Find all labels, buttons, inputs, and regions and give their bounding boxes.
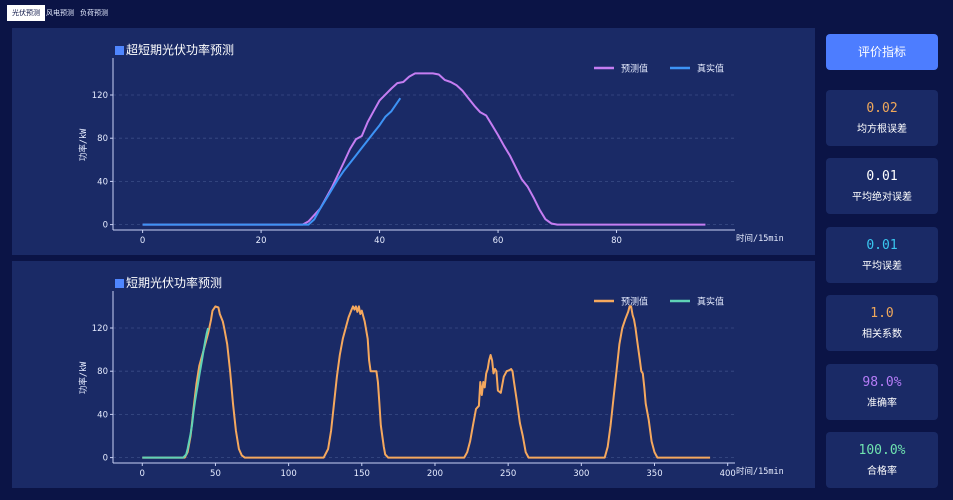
ultra-short-term-chart: 0 40 80 120 0 20 40 60 80 时间/15min 功率/kW 预测值 真实值: [78, 58, 784, 246]
x-tick-label: 300: [573, 469, 589, 479]
tab-pv-forecast[interactable]: 光伏预测: [7, 5, 45, 21]
title-marker-icon: [115, 279, 124, 288]
metric-value: 0.01: [866, 238, 898, 253]
y-axis-label: 功率/kW: [78, 128, 89, 161]
x-tick-label: 350: [646, 469, 662, 479]
ultra-short-term-chart-panel: 0 40 80 120 0 20 40 60 80 时间/15min 功率/kW 预测值 真实值 超短期…: [12, 28, 815, 255]
x-tick-label: 50: [210, 469, 221, 479]
x-tick-label: 20: [256, 236, 267, 246]
title-marker-icon: [115, 46, 124, 55]
chart-title-ultra-short: 超短期光伏功率预测: [115, 41, 234, 58]
chart-title-short: 短期光伏功率预测: [115, 274, 222, 291]
metric-card-rmse: 0.02 均方根误差: [826, 90, 938, 146]
legend-label: 预测值: [621, 63, 648, 75]
y-tick-label: 40: [97, 410, 108, 420]
short-term-chart: 0 40 80 120 0 50 100 150 200 250 300 350 400 时间/15min…: [78, 291, 784, 479]
legend-label: 真实值: [697, 296, 724, 308]
x-tick-label: 80: [611, 236, 622, 246]
chart-title-text: 短期光伏功率预测: [126, 276, 223, 290]
chart-title-text: 超短期光伏功率预测: [126, 43, 235, 57]
y-tick-label: 120: [92, 324, 108, 334]
x-tick-label: 60: [493, 236, 504, 246]
metric-value: 100.0%: [858, 443, 906, 458]
y-tick-label: 0: [103, 221, 108, 231]
metric-card-pass-rate: 100.0% 合格率: [826, 432, 938, 488]
y-tick-label: 0: [103, 454, 108, 464]
metric-label: 平均绝对误差: [852, 192, 912, 203]
short-term-chart-panel: 0 40 80 120 0 50 100 150 200 250 300 350 400 时间/15min…: [12, 261, 815, 488]
top-tab-bar: 光伏预测 风电预测 负荷预测: [0, 0, 953, 27]
x-tick-label: 40: [374, 236, 385, 246]
series-line-predicted: [142, 72, 706, 226]
metric-card-accuracy: 98.0% 准确率: [826, 364, 938, 420]
y-tick-label: 40: [97, 177, 108, 187]
metric-value: 98.0%: [862, 375, 902, 390]
metric-value: 0.02: [866, 101, 898, 116]
metric-card-mean-error: 0.01 平均误差: [826, 227, 938, 283]
metric-label: 合格率: [867, 466, 897, 477]
metric-card-correlation: 1.0 相关系数: [826, 295, 938, 351]
series-line-actual: [142, 97, 402, 226]
x-tick-label: 150: [354, 469, 370, 479]
legend-label: 真实值: [697, 63, 724, 75]
metric-card-mae: 0.01 平均绝对误差: [826, 158, 938, 214]
tab-load-forecast[interactable]: 负荷预测: [80, 9, 108, 17]
x-axis-label: 时间/15min: [736, 233, 784, 244]
x-tick-label: 0: [140, 236, 145, 246]
evaluation-metrics-button[interactable]: 评价指标: [826, 34, 938, 70]
series-line-predicted: [142, 305, 711, 459]
metric-label: 相关系数: [862, 329, 902, 340]
legend-label: 预测值: [621, 296, 648, 308]
x-tick-label: 250: [500, 469, 516, 479]
x-tick-label: 400: [720, 469, 736, 479]
metric-label: 平均误差: [862, 261, 902, 272]
y-tick-label: 120: [92, 91, 108, 101]
metric-label: 准确率: [867, 398, 897, 409]
y-tick-label: 80: [97, 367, 108, 377]
x-tick-label: 100: [281, 469, 297, 479]
x-tick-label: 0: [140, 469, 145, 479]
x-tick-label: 200: [427, 469, 443, 479]
tab-wind-forecast[interactable]: 风电预测: [46, 9, 74, 17]
metric-label: 均方根误差: [857, 124, 907, 135]
y-tick-label: 80: [97, 134, 108, 144]
series-line-actual: [142, 327, 210, 459]
y-axis-label: 功率/kW: [78, 361, 89, 394]
metric-value: 0.01: [866, 169, 898, 184]
metric-value: 1.0: [870, 306, 894, 321]
x-axis-label: 时间/15min: [736, 466, 784, 477]
